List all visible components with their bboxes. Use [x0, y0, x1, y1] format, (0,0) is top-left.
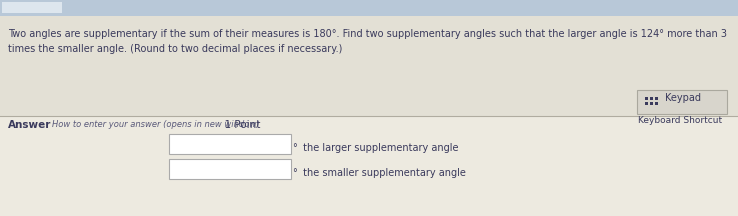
Bar [0, 0, 738, 16]
Text: How to enter your answer (opens in new window): How to enter your answer (opens in new w… [52, 120, 260, 129]
Bar [0, 16, 738, 116]
Text: Answer: Answer [8, 120, 52, 130]
Text: Keypad: Keypad [665, 93, 701, 103]
Text: times the smaller angle. (Round to two decimal places if necessary.): times the smaller angle. (Round to two d… [8, 44, 342, 54]
Bar [655, 97, 658, 100]
Text: Keyboard Shortcut: Keyboard Shortcut [638, 116, 722, 125]
Text: 1 Point: 1 Point [218, 120, 261, 130]
Text: °: ° [292, 168, 297, 178]
FancyBboxPatch shape [169, 159, 291, 179]
Bar [0, 116, 738, 216]
Bar [655, 102, 658, 105]
Bar [645, 97, 648, 100]
Bar [650, 102, 653, 105]
Text: the larger supplementary angle: the larger supplementary angle [300, 143, 458, 153]
Bar [2, 2, 62, 13]
Text: °: ° [292, 143, 297, 153]
Text: the smaller supplementary angle: the smaller supplementary angle [300, 168, 466, 178]
Text: Two angles are supplementary if the sum of their measures is 180°. Find two supp: Two angles are supplementary if the sum … [8, 29, 727, 39]
Bar [650, 97, 653, 100]
Bar [645, 102, 648, 105]
FancyBboxPatch shape [169, 134, 291, 154]
FancyBboxPatch shape [637, 90, 727, 114]
